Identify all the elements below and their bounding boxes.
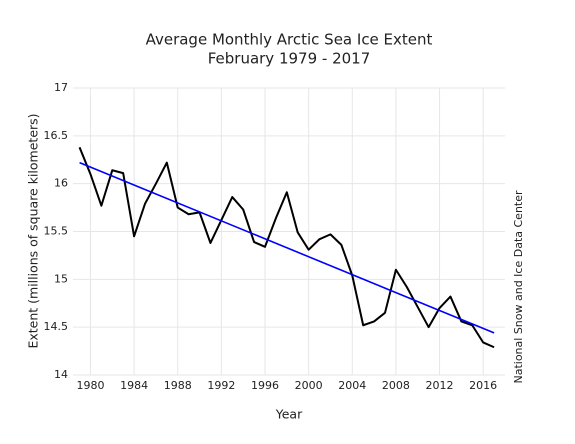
- source-label: National Snow and Ice Data Center: [512, 190, 525, 384]
- trend-line: [79, 161, 495, 334]
- data-line: [78, 146, 495, 349]
- chart-subtitle: February 1979 - 2017: [208, 50, 371, 68]
- x-tick-label: 2004: [338, 379, 366, 392]
- x-tick-label: 1984: [120, 379, 148, 392]
- x-tick-label: 1988: [164, 379, 192, 392]
- y-tick-label: 14.5: [44, 320, 69, 333]
- x-tick-label: 2012: [426, 379, 454, 392]
- y-tick-label: 16: [54, 177, 68, 190]
- x-tick-label: 1992: [207, 379, 235, 392]
- x-tick-label: 2016: [469, 379, 497, 392]
- x-tick-label: 2008: [382, 379, 410, 392]
- y-tick-label: 15: [54, 272, 68, 285]
- x-axis-label: Year: [275, 407, 303, 422]
- x-tick-label: 2000: [295, 379, 323, 392]
- y-tick-label: 17: [54, 81, 68, 94]
- x-tick-label: 1996: [251, 379, 279, 392]
- chart-title: Average Monthly Arctic Sea Ice Extent: [146, 31, 433, 49]
- y-tick-label: 14: [54, 368, 68, 381]
- x-tick-label: 1980: [76, 379, 104, 392]
- y-axis-label: Extent (millions of square kilometers): [26, 113, 41, 348]
- y-tick-label: 16.5: [44, 129, 69, 142]
- y-tick-label: 15.5: [44, 225, 69, 238]
